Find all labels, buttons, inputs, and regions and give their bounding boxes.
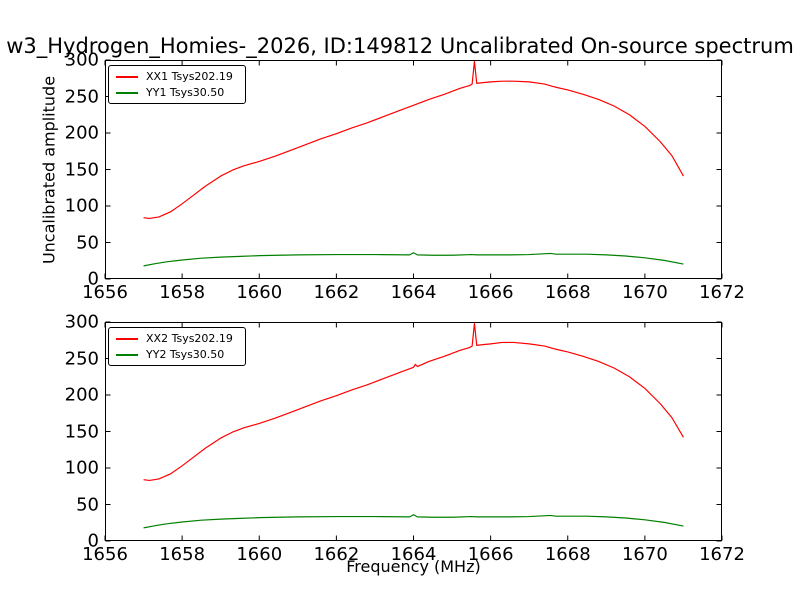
legend-line-sample-green (116, 353, 138, 356)
x-axis-label: Frequency (MHz) (346, 557, 481, 576)
x-tick-label: 1660 (236, 544, 283, 565)
y-tick-label: 0 (87, 530, 99, 552)
subplot-2-x-ticks: 1656 1658 1660 1662 1664 1666 1668 1670 1672 (82, 544, 745, 566)
y-tick-label: 50 (76, 494, 99, 515)
subplot-2-y-ticks: 0 50 100 150 200 250 300 (0, 312, 99, 552)
x-tick-label: 1670 (621, 282, 668, 303)
subplot-1-x-ticks: 1656 1658 1660 1662 1664 1666 1668 1670 1672 (82, 282, 745, 304)
series-line-xx2 (143, 322, 684, 482)
legend-item-yy1: YY1 Tsys30.50 (116, 86, 233, 99)
figure-title: w3_Hydrogen_Homies-_2026, ID:149812 Unca… (6, 34, 794, 58)
legend-label-xx1: XX1 Tsys202.19 (146, 70, 233, 83)
x-tick-label: 1658 (159, 544, 206, 565)
x-tick-label: 1658 (159, 282, 206, 303)
subplot-2-svg (104, 321, 723, 542)
subplot-2: XX2 Tsys202.19 YY2 Tsys30.50 (104, 321, 723, 542)
y-tick-label: 100 (64, 195, 99, 217)
x-tick-label: 1660 (236, 282, 283, 303)
legend-label-xx2: XX2 Tsys202.19 (146, 332, 233, 345)
y-tick-label: 300 (64, 311, 99, 333)
axes-frame (105, 322, 722, 541)
legend-item-xx2: XX2 Tsys202.19 (116, 332, 233, 345)
legend-line-sample-red (116, 337, 138, 340)
y-tick-label: 150 (64, 421, 99, 442)
y-tick-label: 200 (64, 384, 99, 406)
x-tick-label: 1666 (467, 282, 514, 303)
legend-label-yy2: YY2 Tsys30.50 (146, 348, 225, 361)
x-tick-label: 1656 (82, 282, 128, 303)
legend-line-sample-green (116, 91, 138, 94)
x-tick-label: 1662 (313, 282, 360, 303)
subplot-1: XX1 Tsys202.19 YY1 Tsys30.50 (104, 59, 723, 280)
x-tick-label: 1670 (621, 544, 668, 565)
x-tick-label: 1668 (544, 282, 591, 303)
y-tick-label: 100 (64, 457, 99, 479)
legend-2: XX2 Tsys202.19 YY2 Tsys30.50 (108, 327, 246, 366)
legend-label-yy1: YY1 Tsys30.50 (146, 86, 225, 99)
x-tick-label: 1662 (313, 544, 360, 565)
y-tick-label: 50 (76, 232, 99, 253)
series-line-yy1 (143, 252, 684, 267)
y-tick-label: 200 (64, 122, 99, 144)
x-tick-label: 1666 (467, 544, 514, 565)
series-line-yy2 (143, 514, 684, 529)
y-tick-label: 300 (64, 49, 99, 71)
legend-item-xx1: XX1 Tsys202.19 (116, 70, 233, 83)
y-tick-label: 250 (64, 86, 99, 107)
x-tick-label: 1664 (390, 282, 437, 303)
x-tick-label: 1656 (82, 544, 128, 565)
legend-item-yy2: YY2 Tsys30.50 (116, 348, 233, 361)
x-tick-label: 1672 (699, 544, 745, 565)
axes-frame (105, 60, 722, 279)
y-tick-label: 0 (87, 268, 99, 290)
y-tick-label: 150 (64, 159, 99, 180)
subplot-1-y-ticks: 0 50 100 150 200 250 300 (0, 50, 99, 290)
y-tick-label: 250 (64, 348, 99, 369)
subplot-1-svg (104, 59, 723, 280)
x-tick-label: 1672 (699, 282, 745, 303)
legend-line-sample-red (116, 75, 138, 78)
series-line-xx1 (143, 60, 684, 220)
x-tick-label: 1664 (390, 544, 437, 565)
x-tick-label: 1668 (544, 544, 591, 565)
legend-1: XX1 Tsys202.19 YY1 Tsys30.50 (108, 65, 246, 104)
